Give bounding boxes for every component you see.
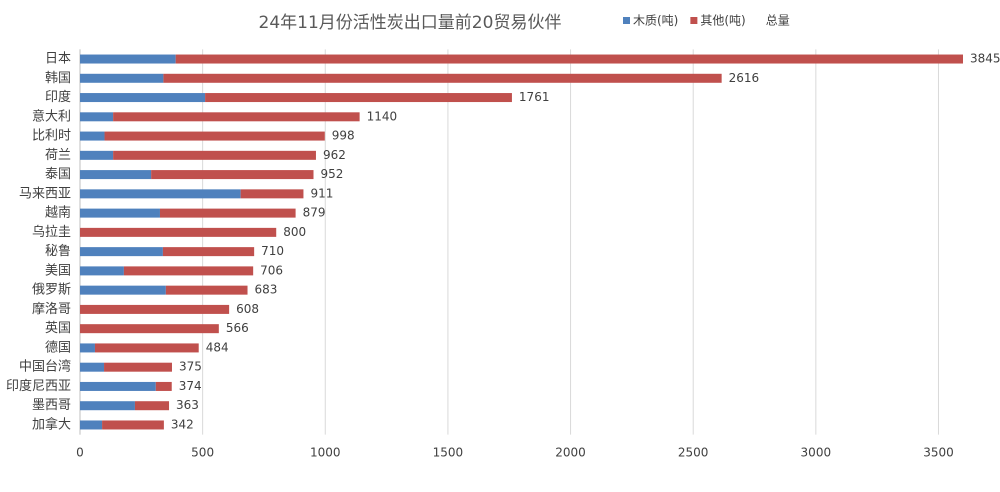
y-tick-label: 乌拉圭 [32,224,71,240]
bar-segment [80,131,105,141]
total-label: 952 [321,167,344,181]
y-tick-label: 德国 [45,340,71,355]
x-tick-label: 3500 [923,446,954,460]
y-tick-label: 中国台湾 [19,359,71,375]
x-tick-label: 2500 [678,446,709,460]
total-label: 363 [176,398,199,412]
bar-segment [80,401,135,411]
bar-segment [80,73,164,83]
total-label: 800 [283,225,306,239]
total-label: 2616 [729,71,760,85]
bar-segment [163,73,722,83]
bar-segment [80,93,206,103]
bar-segment [240,189,304,199]
y-tick-label: 印度尼西亚 [6,378,71,394]
y-tick-label: 日本 [45,52,71,67]
bar-segment [80,247,163,257]
bar-segment [80,170,152,180]
bars [80,54,963,430]
total-label: 1761 [519,90,550,104]
legend-swatch [690,17,698,24]
bar-segment [80,150,114,160]
total-label: 998 [332,129,355,143]
bar-segment [155,381,172,391]
y-tick-label: 马来西亚 [19,186,71,201]
total-label: 962 [323,148,346,162]
total-label: 911 [310,186,333,200]
bar-segment [80,381,156,391]
total-label: 484 [206,340,229,354]
y-tick-label: 泰国 [45,167,71,182]
bar-segment [151,170,314,180]
total-label: 706 [260,263,283,277]
total-label: 375 [179,360,202,374]
y-tick-label: 秘鲁 [45,244,71,259]
bar-segment [162,247,255,257]
bar-segment [134,401,170,411]
bar-segment [80,362,105,372]
bar-segment [80,304,230,314]
y-tick-label: 摩洛哥 [32,301,71,317]
bar-segment [80,189,241,199]
total-label: 710 [261,244,284,258]
legend-label: 木质(吨) [633,14,678,28]
total-label: 879 [303,206,326,220]
legend-swatch [623,17,630,24]
x-tick-label: 500 [191,446,214,460]
x-tick-label: 0 [76,446,84,460]
bar-segment [80,208,160,218]
y-tick-label: 加拿大 [32,416,71,432]
total-label: 608 [236,302,259,316]
total-label: 374 [179,379,202,393]
bar-segment [104,362,172,372]
bar-segment [113,150,316,160]
chart-title: 24年11月份活性炭出口量前20贸易伙伴 [259,13,562,33]
bar-segment [165,285,248,295]
total-label: 3845 [970,52,1000,66]
x-tick-label: 1000 [310,446,341,460]
x-tick-label: 1500 [433,446,464,460]
total-label: 566 [226,321,249,335]
total-label: 683 [255,283,278,297]
bar-segment [175,54,963,64]
y-tick-label: 荷兰 [45,148,71,163]
y-tick-label: 意大利 [32,108,71,124]
bar-segment [159,208,296,218]
bar-segment [123,266,254,276]
y-tick-label: 韩国 [45,71,71,86]
bar-segment [102,420,164,430]
y-tick-label: 美国 [45,263,71,278]
y-tick-label: 英国 [45,321,71,336]
y-tick-label: 印度 [45,89,71,105]
legend-label: 其他(吨) [700,14,745,28]
bar-segment [104,131,325,141]
bar-segment [80,324,219,334]
bar-segment [80,112,114,122]
x-tick-label: 2000 [555,446,586,460]
bar-segment [80,266,124,276]
y-tick-label: 越南 [45,205,71,221]
bar-segment [80,420,103,430]
bar-segment [205,93,512,103]
legend-label: 总量 [766,14,790,28]
bar-segment [94,343,199,353]
x-tick-label: 3000 [801,446,832,460]
y-tick-label: 比利时 [32,129,71,144]
bar-segment [80,285,166,295]
total-label: 342 [171,417,194,431]
y-tick-label: 俄罗斯 [32,283,71,298]
bar-segment [80,227,277,237]
total-label: 1140 [367,109,398,123]
bar-segment [80,343,95,353]
bar-segment [80,54,176,64]
bar-segment [113,112,360,122]
y-tick-label: 墨西哥 [32,398,71,413]
